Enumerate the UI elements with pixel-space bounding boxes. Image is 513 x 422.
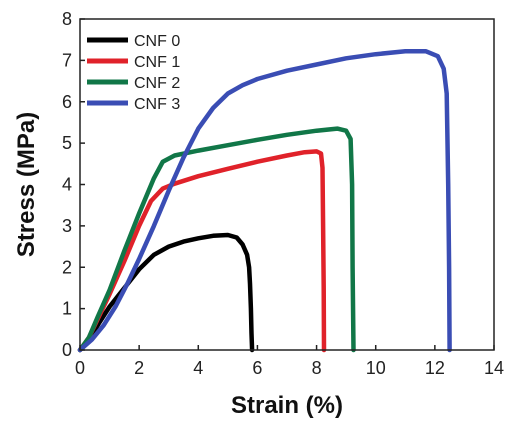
- y-tick-label: 4: [62, 175, 72, 195]
- y-tick-label: 1: [62, 299, 72, 319]
- legend-label: CNF 2: [134, 75, 180, 92]
- y-tick-label: 7: [62, 50, 72, 70]
- series-line-cnf-0: [77, 232, 255, 353]
- legend-label: CNF 0: [134, 33, 180, 50]
- legend: CNF 0 CNF 1 CNF 2 CNF 3: [87, 33, 180, 113]
- series-line-cnf-1: [77, 149, 327, 353]
- plot-lines: [77, 49, 452, 353]
- y-axis-title: Stress (MPa): [13, 112, 40, 257]
- y-tick-label: 0: [62, 340, 72, 360]
- series-line-cnf-2: [77, 126, 356, 353]
- x-tick-label: 8: [312, 358, 322, 378]
- x-tick-label: 0: [75, 358, 85, 378]
- y-axis: 0 1 2 3 4 5 6 7 8: [62, 9, 85, 360]
- legend-label: CNF 3: [134, 96, 180, 113]
- x-axis-title: Strain (%): [231, 392, 343, 419]
- y-tick-label: 6: [62, 92, 72, 112]
- series-line-cnf-3: [77, 49, 452, 353]
- x-tick-label: 14: [484, 358, 504, 378]
- x-tick-label: 6: [252, 358, 262, 378]
- x-tick-label: 10: [366, 358, 386, 378]
- x-tick-label: 4: [193, 358, 203, 378]
- legend-label: CNF 1: [134, 54, 180, 71]
- y-tick-label: 8: [62, 9, 72, 29]
- x-tick-label: 12: [425, 358, 445, 378]
- x-tick-label: 2: [134, 358, 144, 378]
- x-axis: 0 2 4 6 8 10 12 14: [75, 345, 504, 378]
- y-tick-label: 2: [62, 257, 72, 277]
- y-tick-label: 3: [62, 216, 72, 236]
- y-tick-label: 5: [62, 133, 72, 153]
